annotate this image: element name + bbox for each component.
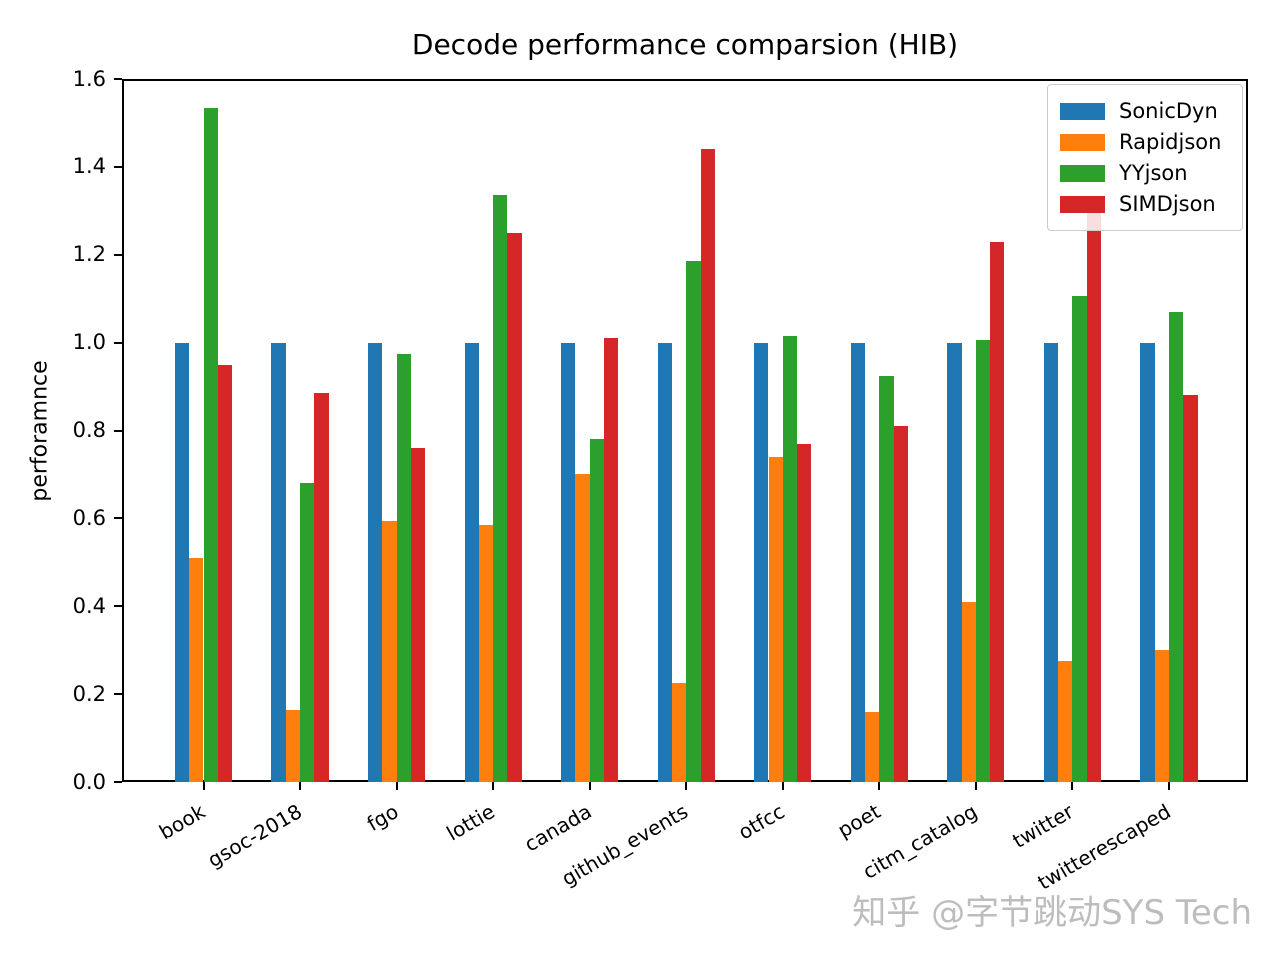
- x-tick-label-fgo: fgo: [362, 799, 403, 836]
- x-tick-mark: [588, 782, 591, 790]
- bar-twitterescaped-SonicDyn: [1140, 342, 1155, 782]
- bar-fgo-SonicDyn: [368, 342, 383, 782]
- y-tick-mark: [114, 781, 122, 783]
- y-tick-mark: [114, 341, 122, 344]
- x-tick-mark: [685, 782, 688, 790]
- bar-canada-SonicDyn: [561, 342, 576, 782]
- y-tick-mark: [114, 605, 122, 608]
- legend-row-SIMDjson: SIMDjson: [1060, 191, 1230, 217]
- bar-twitterescaped-Rapidjson: [1154, 650, 1169, 782]
- bar-otfcc-SIMDjson: [797, 443, 812, 782]
- bar-gsoc-2018-Rapidjson: [285, 709, 301, 782]
- chart-title: Decode performance comparsion (HIB): [411, 28, 959, 61]
- bar-lottie-SIMDjson: [507, 232, 522, 782]
- bar-book-YYjson: [203, 107, 218, 782]
- legend-row-YYjson: YYjson: [1060, 160, 1230, 186]
- bar-github_events-Rapidjson: [671, 683, 687, 782]
- bar-citm_catalog-SIMDjson: [990, 241, 1005, 782]
- y-tick-label: 1.4: [72, 154, 106, 179]
- y-tick-label: 0.6: [72, 505, 106, 530]
- x-tick-label-book: book: [154, 799, 209, 845]
- bar-fgo-YYjson: [396, 353, 411, 782]
- legend-label-SIMDjson: SIMDjson: [1119, 192, 1216, 216]
- bar-book-Rapidjson: [189, 557, 204, 782]
- bar-canada-YYjson: [589, 439, 604, 782]
- bar-canada-SIMDjson: [604, 338, 619, 782]
- bar-fgo-Rapidjson: [382, 520, 397, 782]
- bar-citm_catalog-Rapidjson: [961, 601, 976, 782]
- bar-canada-Rapidjson: [575, 474, 590, 782]
- legend-swatch-YYjson: [1060, 164, 1105, 182]
- bar-twitter-SonicDyn: [1043, 342, 1059, 782]
- y-tick-label: 1.2: [72, 242, 106, 267]
- bar-lottie-Rapidjson: [478, 524, 494, 782]
- y-tick-label: 0.4: [72, 593, 106, 618]
- x-tick-mark: [202, 782, 205, 790]
- bar-book-SIMDjson: [217, 364, 233, 782]
- bar-citm_catalog-SonicDyn: [947, 342, 962, 782]
- bar-poet-YYjson: [879, 375, 894, 782]
- bar-twitterescaped-SIMDjson: [1183, 395, 1198, 782]
- legend-label-Rapidjson: Rapidjson: [1119, 130, 1222, 154]
- x-tick-mark: [395, 782, 398, 790]
- x-tick-label-twitter: twitter: [1008, 799, 1078, 853]
- legend-row-SonicDyn: SonicDyn: [1060, 98, 1230, 124]
- bar-fgo-SIMDjson: [410, 448, 426, 782]
- x-tick-mark: [1168, 782, 1170, 790]
- bar-poet-SIMDjson: [893, 426, 908, 782]
- bar-twitter-Rapidjson: [1058, 661, 1073, 782]
- x-tick-mark: [1071, 782, 1074, 790]
- x-tick-label-poet: poet: [833, 799, 885, 843]
- bar-poet-Rapidjson: [865, 711, 880, 782]
- y-tick-label: 1.6: [72, 66, 106, 91]
- bar-twitter-SIMDjson: [1086, 210, 1102, 782]
- bar-lottie-YYjson: [493, 195, 508, 782]
- y-tick-label: 1.0: [72, 330, 106, 355]
- bar-gsoc-2018-SIMDjson: [314, 393, 329, 782]
- x-tick-mark: [781, 782, 784, 790]
- bar-otfcc-SonicDyn: [754, 342, 769, 782]
- bar-github_events-SonicDyn: [657, 342, 672, 782]
- legend: SonicDyn Rapidjson YYjson SIMDjson: [1047, 84, 1243, 231]
- x-tick-label-gsoc-2018: gsoc-2018: [203, 799, 306, 873]
- x-tick-label-otfcc: otfcc: [733, 799, 789, 845]
- x-tick-mark: [299, 782, 302, 790]
- bar-otfcc-YYjson: [782, 336, 798, 782]
- bar-twitterescaped-YYjson: [1169, 311, 1184, 782]
- x-tick-label-canada: canada: [519, 799, 596, 857]
- legend-label-YYjson: YYjson: [1119, 161, 1188, 185]
- y-tick-mark: [114, 253, 122, 256]
- y-tick-mark: [114, 693, 122, 696]
- bar-poet-SonicDyn: [850, 342, 866, 782]
- bar-citm_catalog-YYjson: [975, 340, 991, 782]
- y-tick-mark: [114, 165, 122, 168]
- x-tick-mark: [878, 782, 881, 790]
- bar-github_events-YYjson: [686, 261, 701, 782]
- legend-swatch-Rapidjson: [1060, 133, 1105, 151]
- y-tick-label: 0.8: [72, 418, 106, 442]
- y-tick-mark: [114, 78, 122, 80]
- y-tick-mark: [114, 429, 122, 432]
- x-tick-mark: [974, 782, 977, 790]
- bar-github_events-SIMDjson: [700, 149, 715, 782]
- x-tick-mark: [492, 782, 495, 790]
- bar-gsoc-2018-YYjson: [300, 483, 315, 782]
- y-tick-mark: [114, 517, 122, 520]
- y-tick-label: 0.2: [72, 681, 106, 706]
- x-tick-label-lottie: lottie: [442, 799, 499, 846]
- y-tick-label: 0.0: [72, 769, 106, 794]
- legend-label-SonicDyn: SonicDyn: [1119, 99, 1218, 123]
- bar-lottie-SonicDyn: [464, 342, 479, 782]
- watermark: 知乎 @字节跳动SYS Tech: [852, 893, 1252, 933]
- legend-swatch-SIMDjson: [1060, 195, 1105, 213]
- bar-gsoc-2018-SonicDyn: [271, 342, 286, 782]
- bar-twitter-YYjson: [1072, 296, 1087, 782]
- bar-otfcc-Rapidjson: [768, 456, 783, 782]
- legend-swatch-SonicDyn: [1060, 102, 1105, 120]
- legend-row-Rapidjson: Rapidjson: [1060, 129, 1230, 155]
- bar-book-SonicDyn: [174, 342, 190, 782]
